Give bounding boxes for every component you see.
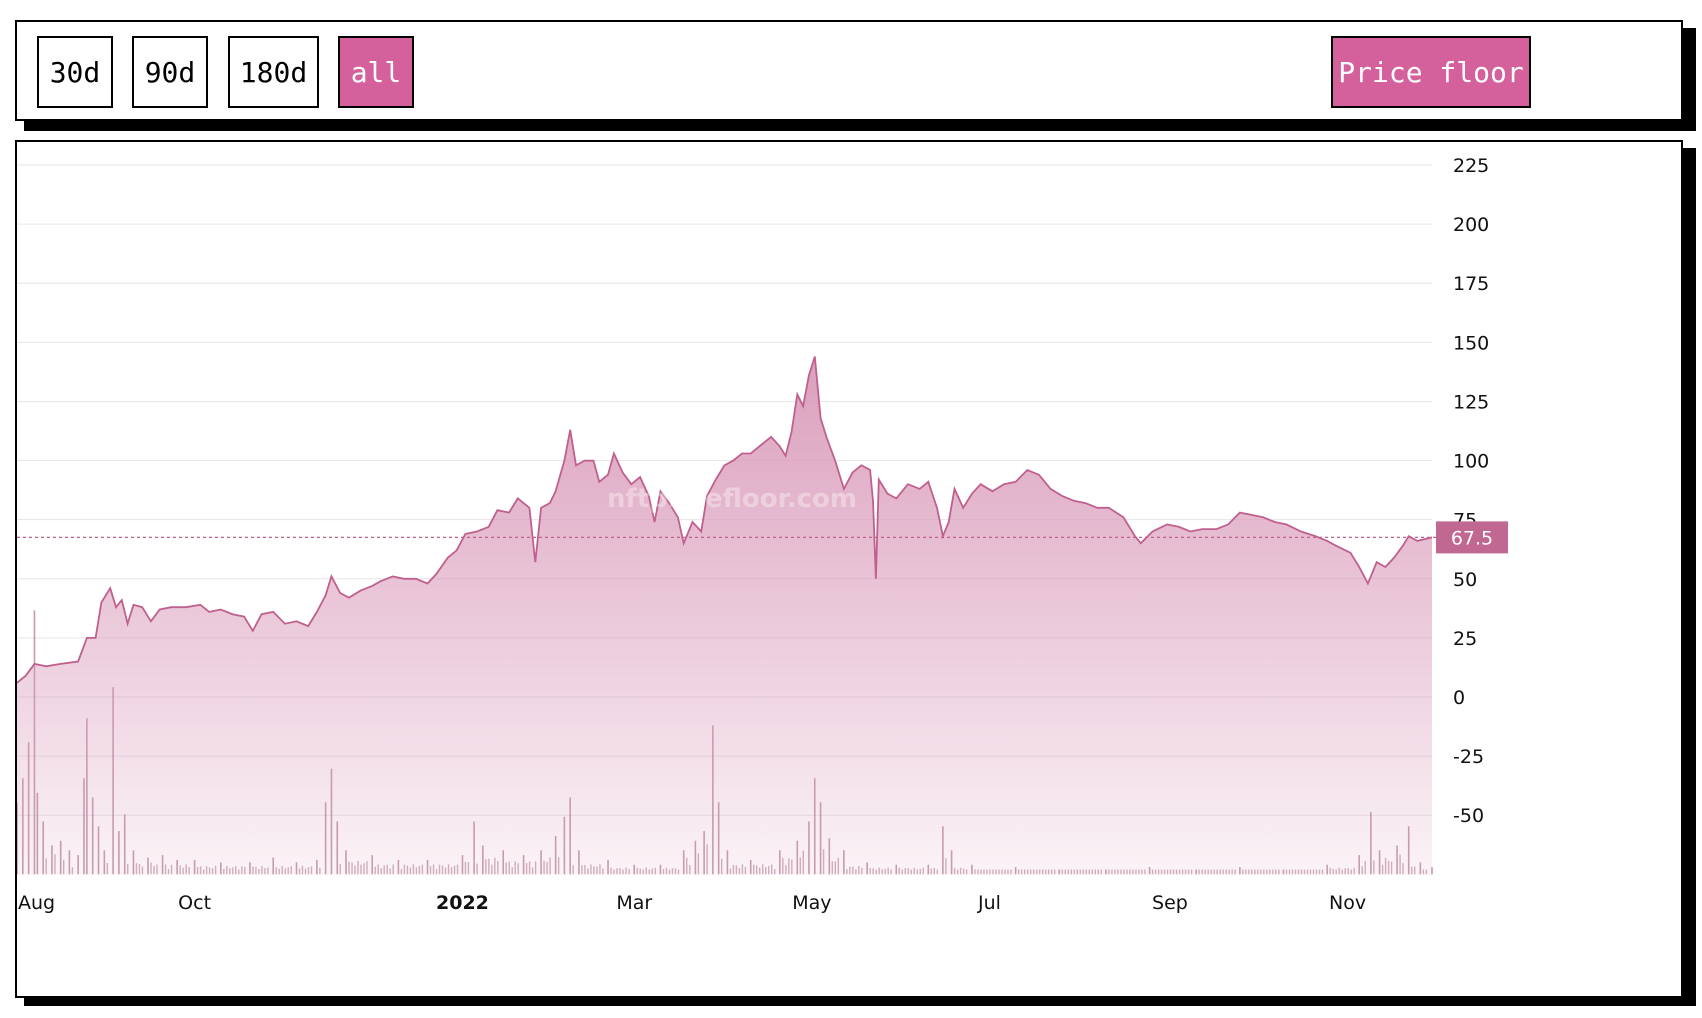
y-tick-label: 200	[1453, 214, 1489, 236]
x-tick-label: Mar	[616, 892, 652, 914]
x-tick-label: 2022	[436, 892, 489, 914]
x-tick-label: May	[792, 892, 831, 914]
x-tick-label: Aug	[18, 892, 55, 914]
y-tick-label: 100	[1453, 451, 1489, 473]
y-tick-label: -50	[1453, 805, 1484, 827]
y-tick-label: 0	[1453, 687, 1465, 709]
price-floor-line	[17, 356, 1433, 684]
y-tick-label: 125	[1453, 391, 1489, 413]
range-90d-button[interactable]: 90d	[132, 36, 208, 108]
y-tick-label: 225	[1453, 155, 1489, 177]
last-value-label: 67.5	[1451, 527, 1493, 549]
last-value-badge: 67.5	[1436, 521, 1508, 554]
y-tick-label: 175	[1453, 273, 1489, 295]
x-tick-label: Sep	[1152, 892, 1188, 914]
range-180d-button[interactable]: 180d	[228, 36, 319, 108]
x-tick-label: Nov	[1329, 892, 1366, 914]
range-toolbar: 30d 90d 180d all Price floor	[15, 20, 1683, 121]
range-30d-button[interactable]: 30d	[37, 36, 113, 108]
x-tick-label: Oct	[178, 892, 211, 914]
x-tick-label: Jul	[977, 892, 1001, 914]
chart-panel: nftpricefloor.com 225 200 175 150 125 100 75 50…	[15, 140, 1683, 998]
y-tick-label: -25	[1453, 746, 1484, 768]
watermark-text: nftpricefloor.com	[607, 484, 857, 514]
price-floor-chart: nftpricefloor.com 2252001751501251007550…	[17, 155, 1508, 914]
y-tick-label: 25	[1453, 628, 1477, 650]
range-all-button[interactable]: all	[338, 36, 414, 108]
price-floor-button[interactable]: Price floor	[1331, 36, 1531, 108]
x-axis: Aug Oct 2022 Mar May Jul Sep Nov	[18, 892, 1366, 914]
y-tick-label: 150	[1453, 332, 1489, 354]
y-tick-label: 50	[1453, 569, 1477, 591]
price-floor-area	[17, 356, 1432, 875]
